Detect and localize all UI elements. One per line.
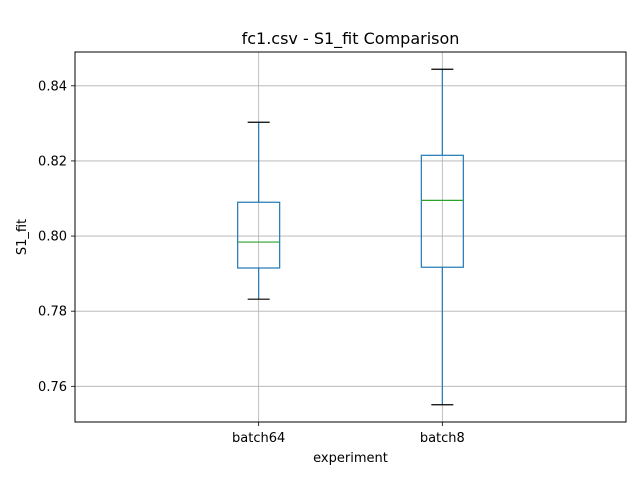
- iqr-box: [420, 154, 464, 268]
- y-tick-label: 0.76: [38, 380, 67, 395]
- chart-title: fc1.csv - S1_fit Comparison: [242, 29, 460, 49]
- box-batch8: [420, 68, 464, 406]
- axis-ticks: 0.76 0.78 0.80 0.82 0.84 batch64 batch8: [38, 79, 465, 446]
- plot-frame: [74, 51, 627, 423]
- y-tick-label: 0.78: [38, 305, 67, 320]
- box-batch64: [237, 121, 281, 300]
- x-tick-label: batch8: [420, 431, 465, 446]
- y-tick-label: 0.82: [38, 154, 67, 169]
- x-axis-title: experiment: [313, 451, 388, 466]
- y-tick-label: 0.80: [38, 230, 67, 245]
- y-tick-label: 0.84: [38, 79, 67, 94]
- iqr-box: [237, 201, 281, 269]
- x-tick-label: batch64: [232, 431, 285, 446]
- y-axis-title: S1_fit: [15, 219, 30, 255]
- box-plots: [237, 68, 464, 406]
